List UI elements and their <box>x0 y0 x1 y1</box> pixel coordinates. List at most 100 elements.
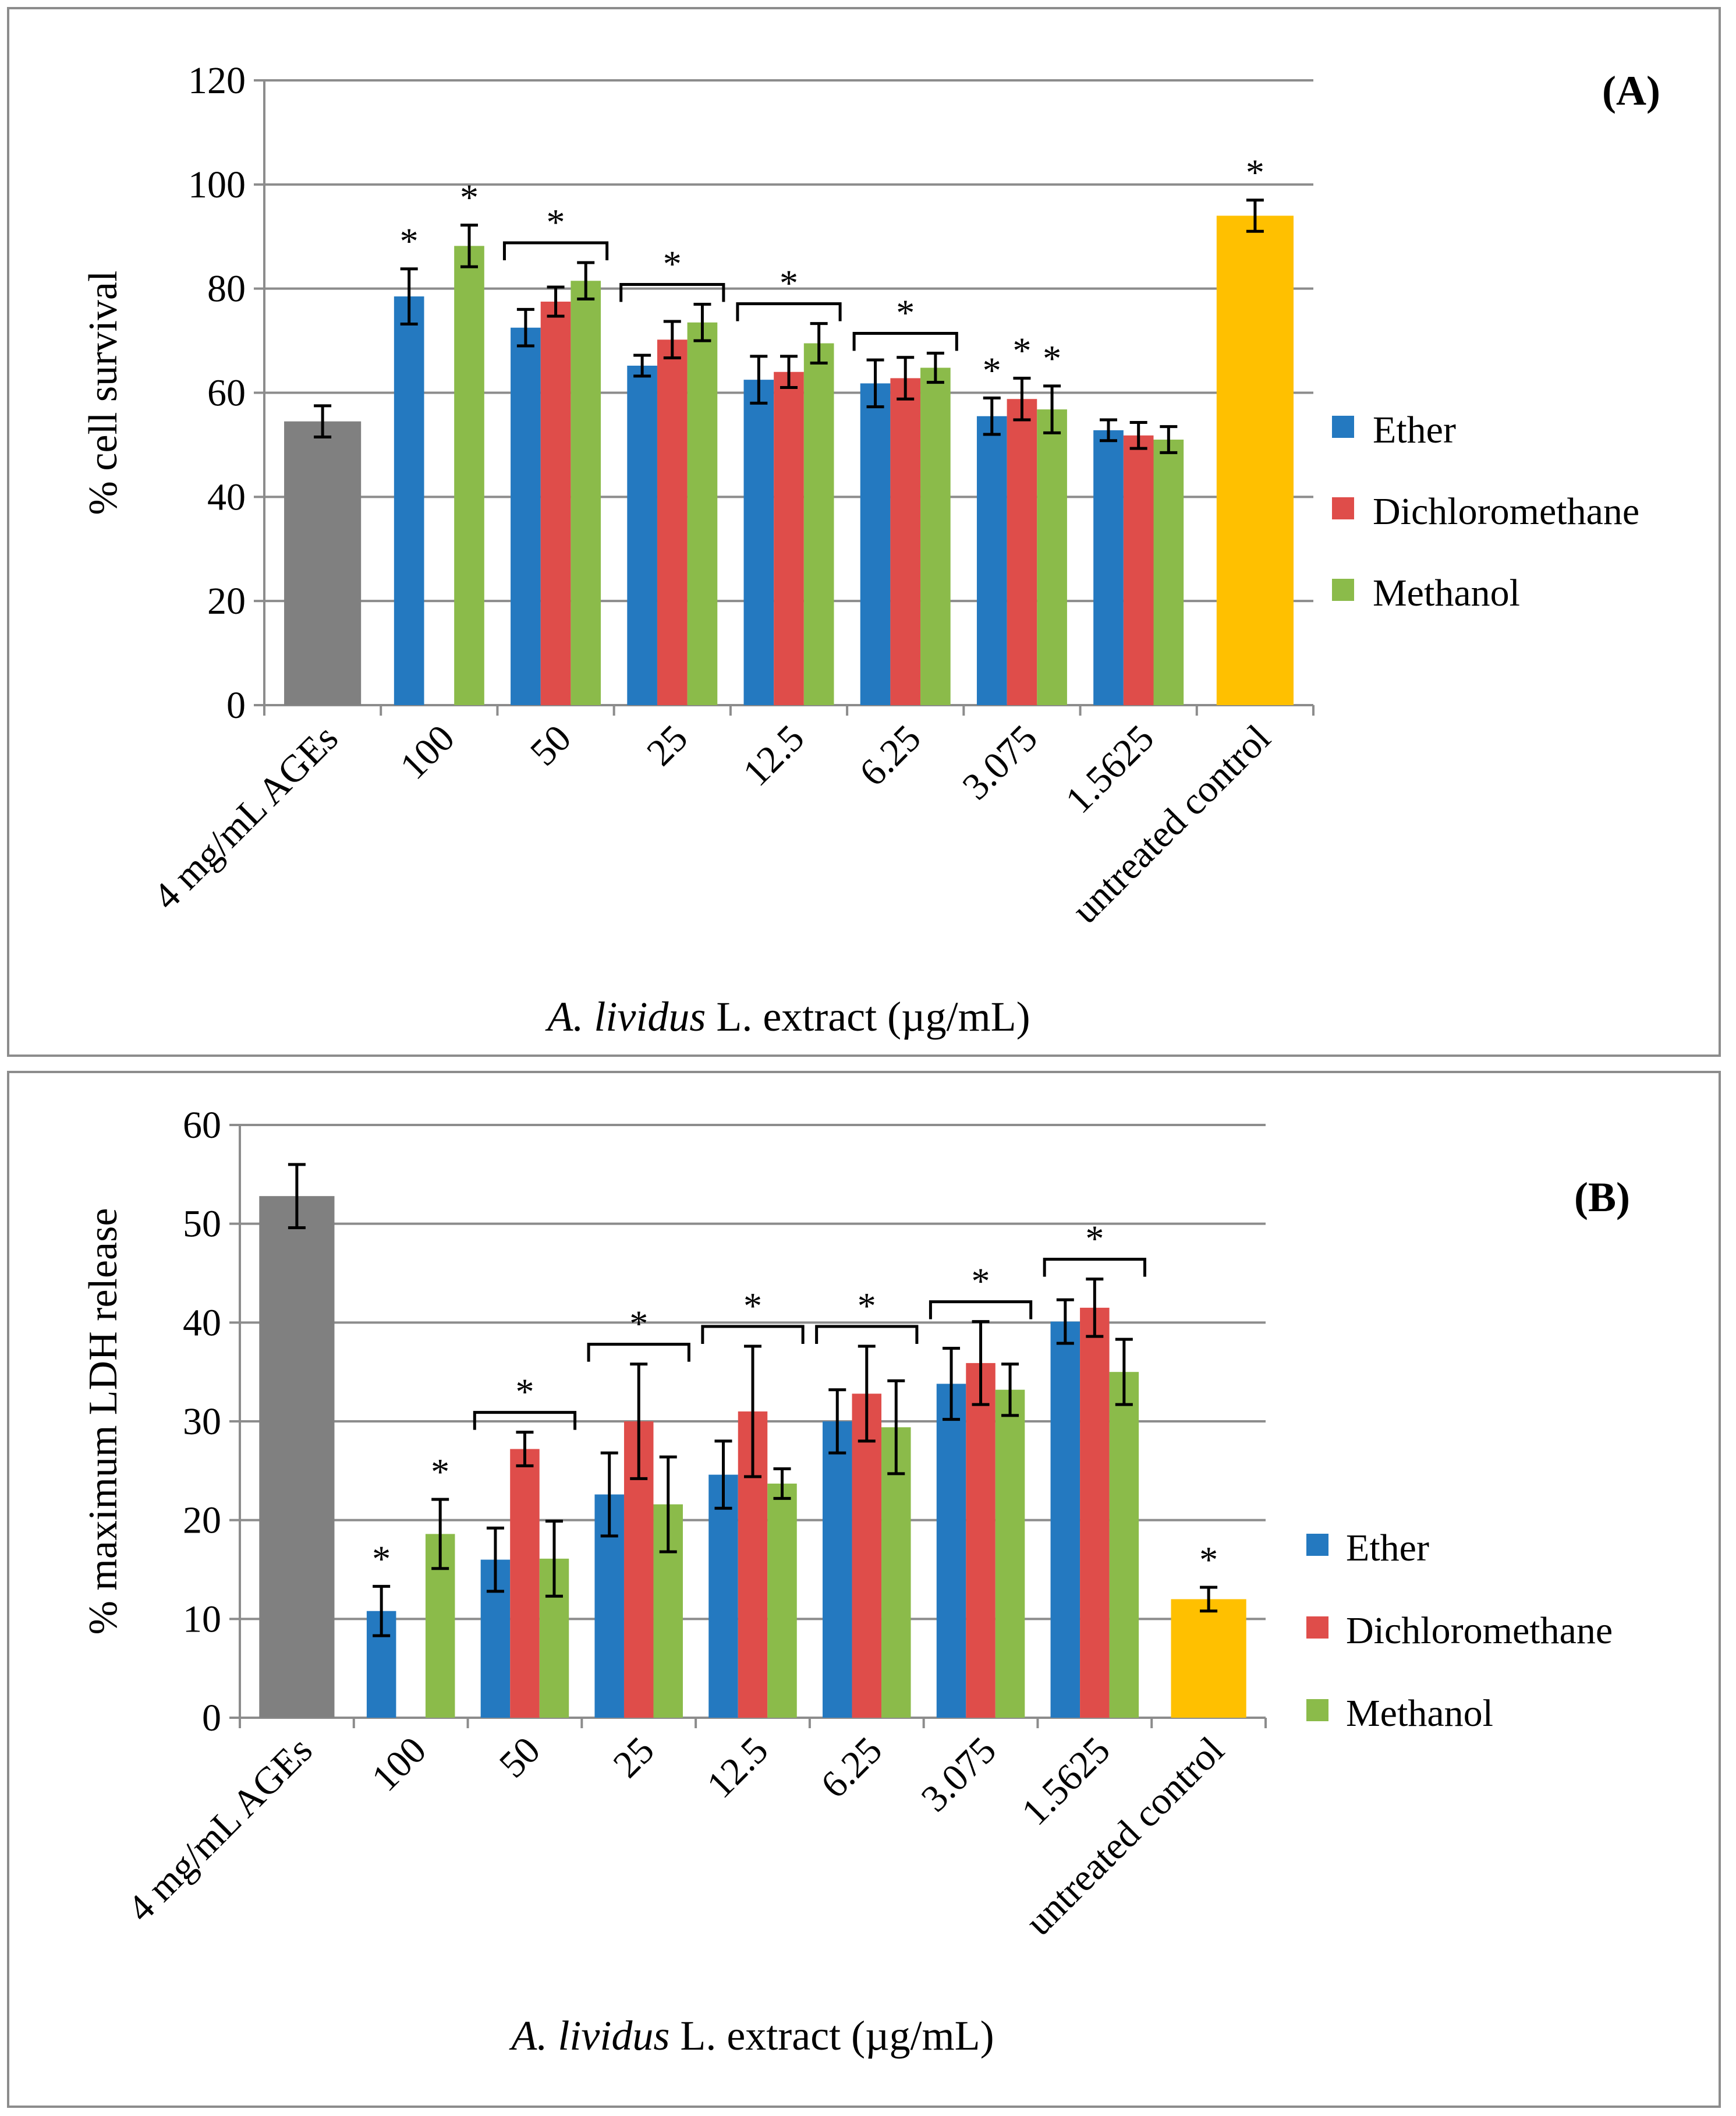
x-axis-label: A. lividus L. extract (µg/mL) <box>545 993 1030 1040</box>
ether-bar <box>1093 430 1124 705</box>
methanol-bar <box>995 1389 1025 1718</box>
legend-swatch <box>1306 1534 1328 1556</box>
legend-label: Ether <box>1373 409 1456 451</box>
ages-bar <box>259 1196 335 1718</box>
panel-tag: (B) <box>1574 1174 1630 1220</box>
legend-label: Methanol <box>1346 1692 1493 1735</box>
significance-bracket <box>929 1300 1033 1319</box>
y-tick-label: 60 <box>207 372 246 415</box>
methanol-bar <box>454 246 484 706</box>
x-axis-label-species: A. lividus <box>545 993 706 1040</box>
y-tick-label: 0 <box>226 684 246 727</box>
methanol-bar <box>881 1427 911 1718</box>
control-bar <box>1216 215 1294 705</box>
significance-bracket <box>815 1325 919 1344</box>
significance-star: * <box>1199 1539 1218 1580</box>
dichloromethane-bar <box>540 302 571 705</box>
ether-bar <box>708 1474 738 1718</box>
significance-bracket <box>473 1411 577 1430</box>
ether-bar <box>823 1421 852 1718</box>
significance-star: * <box>1246 152 1264 193</box>
significance-star: * <box>663 243 682 284</box>
dichloromethane-bar <box>966 1363 995 1718</box>
dichloromethane-bar <box>510 1449 540 1718</box>
y-tick-label: 30 <box>183 1400 221 1443</box>
x-axis-label-units: L. extract (µg/mL) <box>706 993 1030 1040</box>
significance-star: * <box>372 1538 391 1579</box>
dichloromethane-bar <box>852 1393 882 1718</box>
y-tick-label: 120 <box>188 59 246 102</box>
legend-label: Dichloromethane <box>1346 1609 1613 1652</box>
legend-swatch <box>1332 579 1354 601</box>
y-tick-label: 40 <box>183 1301 221 1344</box>
y-tick-label: 100 <box>188 164 246 206</box>
control-bar <box>1171 1599 1246 1718</box>
methanol-bar <box>1153 439 1184 705</box>
ages-bar <box>284 421 362 705</box>
y-tick-label: 40 <box>207 476 246 518</box>
dichloromethane-bar <box>1007 399 1037 705</box>
y-tick-label: 10 <box>183 1598 221 1640</box>
ether-bar <box>936 1383 966 1718</box>
x-axis-label: A. lividus L. extract (µg/mL) <box>509 2012 994 2059</box>
x-axis-label-species: A. lividus <box>509 2012 669 2059</box>
methanol-bar <box>1109 1372 1139 1718</box>
dichloromethane-bar <box>1080 1307 1110 1718</box>
y-axis-label: % cell survival <box>81 271 126 515</box>
significance-star: * <box>629 1303 648 1344</box>
significance-star: * <box>1043 338 1061 379</box>
y-tick-label: 0 <box>202 1697 221 1739</box>
significance-star: * <box>515 1371 534 1413</box>
significance-star: * <box>983 349 1001 391</box>
legend-swatch <box>1306 1699 1328 1721</box>
significance-bracket <box>619 282 725 302</box>
significance-star: * <box>431 1451 449 1492</box>
y-tick-label: 50 <box>183 1203 221 1245</box>
methanol-bar <box>803 343 834 705</box>
significance-star: * <box>858 1285 876 1326</box>
significance-star: * <box>1085 1218 1104 1259</box>
panel-tag: (A) <box>1602 68 1660 114</box>
legend-swatch <box>1306 1616 1328 1639</box>
ether-bar <box>1050 1321 1080 1718</box>
significance-bracket <box>701 1325 805 1344</box>
methanol-bar <box>687 322 718 705</box>
legend-label: Ether <box>1346 1527 1429 1569</box>
ether-bar <box>976 416 1007 705</box>
dichloromethane-bar <box>1123 435 1154 705</box>
y-tick-label: 20 <box>207 580 246 622</box>
ether-bar <box>743 380 774 705</box>
significance-bracket <box>502 241 609 260</box>
dichloromethane-bar <box>657 339 688 705</box>
significance-star: * <box>896 292 915 334</box>
y-tick-label: 80 <box>207 268 246 310</box>
dichloromethane-bar <box>774 371 804 705</box>
methanol-bar <box>571 281 601 706</box>
significance-star: * <box>972 1261 990 1302</box>
methanol-bar <box>920 367 951 705</box>
significance-star: * <box>547 201 565 243</box>
significance-star: * <box>400 221 419 262</box>
ether-bar <box>394 296 424 705</box>
ether-bar <box>860 383 891 705</box>
dichloromethane-bar <box>890 378 921 705</box>
significance-bracket <box>1043 1258 1146 1277</box>
y-axis-label: % maximum LDH release <box>81 1208 126 1635</box>
significance-bracket <box>736 302 842 321</box>
ether-bar <box>627 366 657 705</box>
legend-swatch <box>1332 416 1354 438</box>
significance-star: * <box>743 1285 762 1326</box>
ether-bar <box>511 327 541 705</box>
significance-bracket <box>852 332 958 351</box>
legend-label: Dichloromethane <box>1373 490 1639 533</box>
methanol-bar <box>767 1483 797 1718</box>
y-tick-label: 60 <box>183 1104 221 1147</box>
panel-frame <box>7 7 1721 1057</box>
x-axis-label-units: L. extract (µg/mL) <box>669 2012 994 2059</box>
significance-bracket <box>587 1343 690 1362</box>
significance-star: * <box>780 263 798 304</box>
significance-star: * <box>460 177 479 218</box>
y-tick-label: 20 <box>183 1499 221 1542</box>
